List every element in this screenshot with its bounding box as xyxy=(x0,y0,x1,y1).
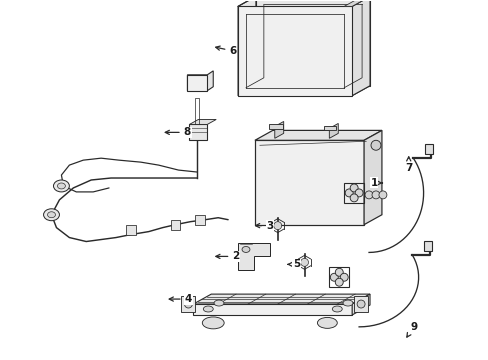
Text: 3: 3 xyxy=(255,221,273,231)
Circle shape xyxy=(335,278,343,286)
Polygon shape xyxy=(351,0,369,96)
Circle shape xyxy=(273,222,281,230)
Polygon shape xyxy=(238,86,369,96)
Circle shape xyxy=(356,300,365,308)
Circle shape xyxy=(330,273,338,281)
Ellipse shape xyxy=(47,212,55,218)
Text: 2: 2 xyxy=(215,251,239,261)
Polygon shape xyxy=(193,294,369,304)
Text: 5: 5 xyxy=(287,259,300,269)
Text: 6: 6 xyxy=(215,46,236,56)
Polygon shape xyxy=(238,6,351,96)
Bar xyxy=(268,125,282,129)
Ellipse shape xyxy=(214,300,224,306)
Ellipse shape xyxy=(317,318,337,328)
Circle shape xyxy=(370,140,380,150)
Polygon shape xyxy=(181,296,195,312)
Polygon shape xyxy=(274,121,283,138)
Polygon shape xyxy=(187,71,213,91)
Ellipse shape xyxy=(332,306,342,312)
Text: 1: 1 xyxy=(369,178,382,188)
Circle shape xyxy=(349,184,357,192)
Polygon shape xyxy=(353,296,367,312)
Polygon shape xyxy=(193,304,351,315)
Ellipse shape xyxy=(343,300,352,306)
Ellipse shape xyxy=(43,209,60,221)
Bar xyxy=(424,144,432,154)
Ellipse shape xyxy=(57,183,65,189)
Circle shape xyxy=(378,191,386,199)
Text: 9: 9 xyxy=(406,322,416,337)
Polygon shape xyxy=(254,130,381,140)
Bar xyxy=(126,225,136,235)
Text: 8: 8 xyxy=(165,127,191,138)
Text: 7: 7 xyxy=(404,157,411,173)
Circle shape xyxy=(354,189,362,197)
Bar xyxy=(189,125,207,140)
Circle shape xyxy=(335,268,343,276)
Polygon shape xyxy=(189,120,216,125)
Circle shape xyxy=(300,258,308,266)
Circle shape xyxy=(349,194,357,202)
Polygon shape xyxy=(328,123,338,138)
Circle shape xyxy=(184,300,192,308)
Text: 4: 4 xyxy=(169,294,192,304)
Bar xyxy=(195,215,205,225)
Ellipse shape xyxy=(203,306,213,312)
Bar xyxy=(170,220,180,230)
Polygon shape xyxy=(254,140,364,225)
Bar xyxy=(324,126,336,130)
Bar xyxy=(423,241,431,251)
Polygon shape xyxy=(238,243,269,270)
Polygon shape xyxy=(238,0,255,96)
Circle shape xyxy=(340,273,347,281)
Ellipse shape xyxy=(202,317,224,329)
Polygon shape xyxy=(344,0,369,6)
Circle shape xyxy=(345,189,352,197)
Polygon shape xyxy=(255,0,369,86)
Polygon shape xyxy=(351,294,369,315)
Polygon shape xyxy=(364,130,381,225)
Circle shape xyxy=(365,191,372,199)
Ellipse shape xyxy=(242,247,249,252)
Bar xyxy=(187,75,207,91)
Ellipse shape xyxy=(53,180,69,192)
Circle shape xyxy=(371,191,379,199)
